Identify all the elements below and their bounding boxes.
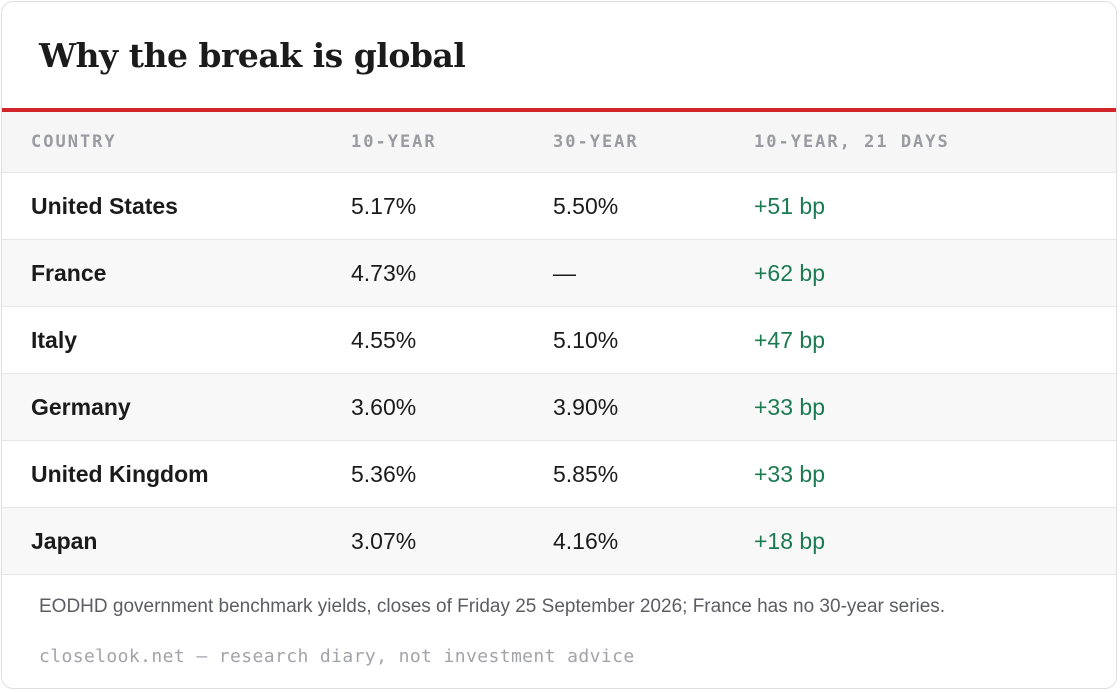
yield-10-year-cell: 5.17% bbox=[351, 172, 553, 240]
source-footnote: EODHD government benchmark yields, close… bbox=[39, 596, 946, 617]
yield-10-year-cell: 5.36% bbox=[351, 440, 553, 508]
column-header-10-year: 10-YEAR bbox=[351, 112, 553, 173]
country-cell: Japan bbox=[2, 507, 351, 575]
table-row: United States 5.17% 5.50% +51 bp bbox=[2, 172, 1116, 240]
column-header-30-year: 30-YEAR bbox=[553, 112, 754, 173]
table-row: United Kingdom 5.36% 5.85% +33 bp bbox=[2, 440, 1116, 508]
change-21-days-cell: +18 bp bbox=[754, 507, 1116, 575]
column-header-10-year-21-days: 10-YEAR, 21 DAYS bbox=[754, 112, 1116, 173]
change-21-days-cell: +51 bp bbox=[754, 172, 1116, 240]
yield-10-year-cell: 3.07% bbox=[351, 507, 553, 575]
table-row: Italy 4.55% 5.10% +47 bp bbox=[2, 306, 1116, 374]
table-row: France 4.73% — +62 bp bbox=[2, 239, 1116, 307]
table-row: Japan 3.07% 4.16% +18 bp bbox=[2, 507, 1116, 575]
column-header-country: COUNTRY bbox=[2, 112, 351, 173]
country-cell: United States bbox=[2, 172, 351, 240]
yield-10-year-cell: 4.55% bbox=[351, 306, 553, 374]
chart-title: Why the break is global bbox=[39, 36, 466, 75]
yield-30-year-cell: 4.16% bbox=[553, 507, 754, 575]
yield-30-year-cell: 3.90% bbox=[553, 373, 754, 441]
country-cell: Italy bbox=[2, 306, 351, 374]
table-row: Germany 3.60% 3.90% +33 bp bbox=[2, 373, 1116, 441]
change-21-days-cell: +33 bp bbox=[754, 440, 1116, 508]
change-21-days-cell: +33 bp bbox=[754, 373, 1116, 441]
change-21-days-cell: +62 bp bbox=[754, 239, 1116, 307]
country-cell: France bbox=[2, 239, 351, 307]
table-header-row: COUNTRY 10-YEAR 30-YEAR 10-YEAR, 21 DAYS bbox=[2, 112, 1116, 173]
yield-table: COUNTRY 10-YEAR 30-YEAR 10-YEAR, 21 DAYS… bbox=[2, 112, 1116, 575]
country-cell: United Kingdom bbox=[2, 440, 351, 508]
yield-30-year-cell: — bbox=[553, 239, 754, 307]
site-credit: closelook.net — research diary, not inve… bbox=[39, 646, 635, 667]
country-cell: Germany bbox=[2, 373, 351, 441]
yield-30-year-cell: 5.85% bbox=[553, 440, 754, 508]
change-21-days-cell: +47 bp bbox=[754, 306, 1116, 374]
yield-10-year-cell: 3.60% bbox=[351, 373, 553, 441]
accent-rule bbox=[2, 108, 1116, 112]
yield-10-year-cell: 4.73% bbox=[351, 239, 553, 307]
yield-30-year-cell: 5.10% bbox=[553, 306, 754, 374]
yield-30-year-cell: 5.50% bbox=[553, 172, 754, 240]
